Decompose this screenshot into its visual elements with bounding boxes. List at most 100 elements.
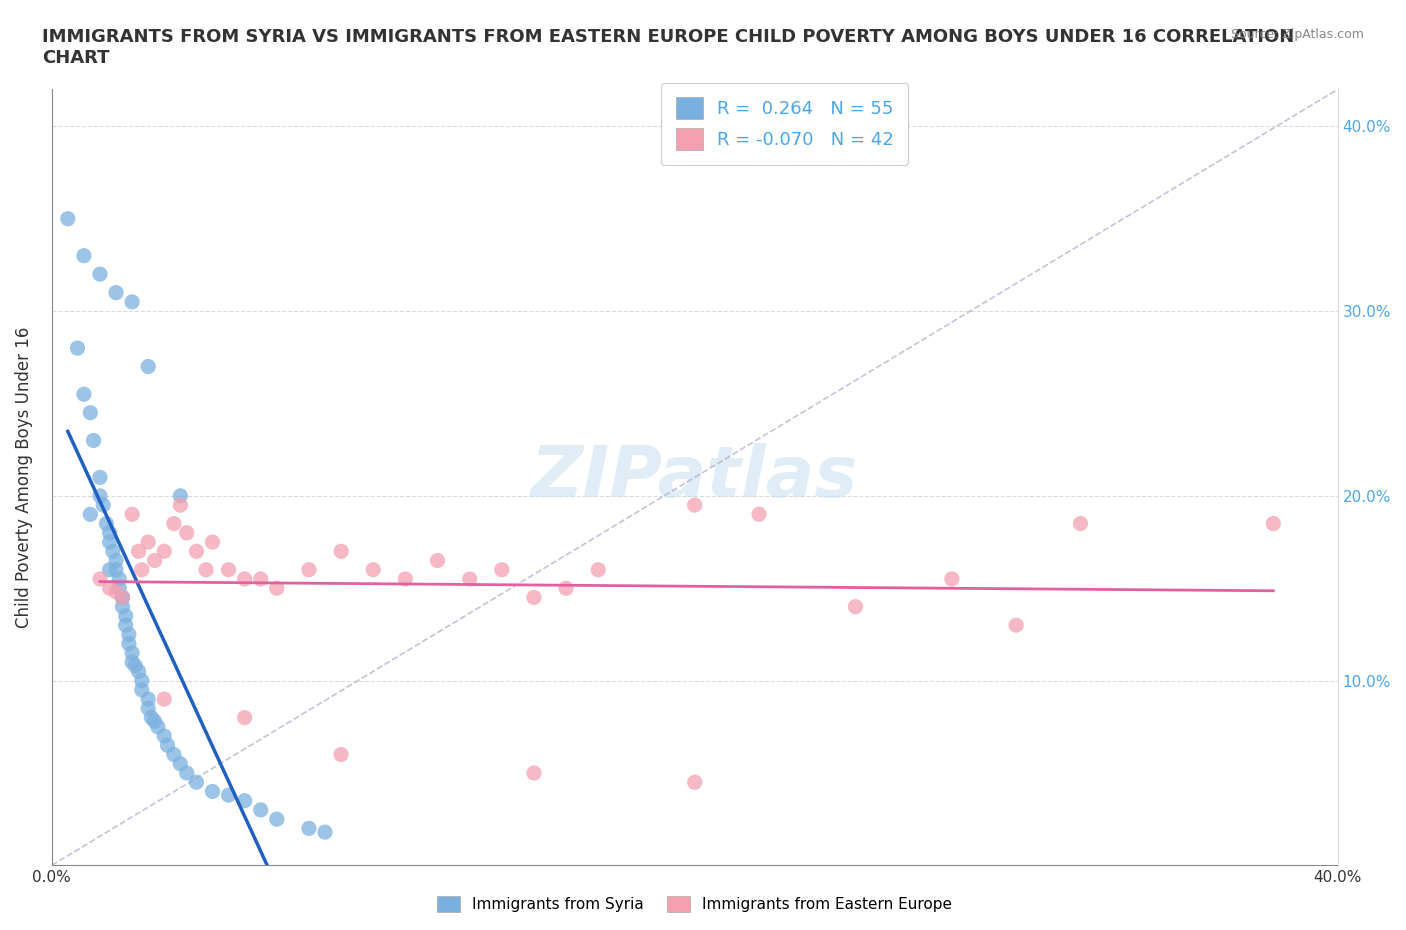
Point <box>128 664 150 679</box>
Point <box>330 747 353 762</box>
Point <box>143 553 166 568</box>
Text: IMMIGRANTS FROM SYRIA VS IMMIGRANTS FROM EASTERN EUROPE CHILD POVERTY AMONG BOYS: IMMIGRANTS FROM SYRIA VS IMMIGRANTS FROM… <box>42 28 1295 67</box>
Point <box>111 590 134 604</box>
Point <box>121 645 143 660</box>
Point <box>98 525 121 540</box>
Point <box>89 267 111 282</box>
Point <box>298 821 321 836</box>
Point <box>1263 516 1285 531</box>
Point <box>330 544 353 559</box>
Point <box>143 714 166 729</box>
Point <box>186 544 208 559</box>
Text: Source: ZipAtlas.com: Source: ZipAtlas.com <box>1230 28 1364 41</box>
Point <box>114 618 136 632</box>
Point <box>136 359 159 374</box>
Point <box>105 553 128 568</box>
Point <box>233 572 256 587</box>
Point <box>79 507 101 522</box>
Point <box>491 563 513 578</box>
Point <box>136 701 159 716</box>
Point <box>169 498 191 512</box>
Point <box>163 747 186 762</box>
Point <box>79 405 101 420</box>
Point <box>748 507 770 522</box>
Point <box>249 803 271 817</box>
Point <box>121 655 143 670</box>
Point <box>131 563 153 578</box>
Point <box>314 825 336 840</box>
Legend: Immigrants from Syria, Immigrants from Eastern Europe: Immigrants from Syria, Immigrants from E… <box>430 888 960 920</box>
Point <box>153 728 176 743</box>
Point <box>169 756 191 771</box>
Point <box>523 590 546 604</box>
Point <box>136 692 159 707</box>
Point <box>105 563 128 578</box>
Point <box>108 581 131 596</box>
Point <box>111 590 134 604</box>
Point <box>233 793 256 808</box>
Point <box>195 563 218 578</box>
Point <box>266 581 288 596</box>
Point <box>105 286 128 300</box>
Point <box>298 563 321 578</box>
Point <box>458 572 481 587</box>
Point <box>96 516 118 531</box>
Point <box>111 590 134 604</box>
Point <box>98 563 121 578</box>
Text: ZIPatlas: ZIPatlas <box>531 443 859 512</box>
Point <box>169 488 191 503</box>
Point <box>141 711 163 725</box>
Point <box>89 488 111 503</box>
Point <box>98 535 121 550</box>
Point <box>153 544 176 559</box>
Point <box>56 211 79 226</box>
Point <box>98 581 121 596</box>
Point <box>124 658 146 673</box>
Point <box>118 636 141 651</box>
Point <box>201 784 224 799</box>
Point <box>1005 618 1028 632</box>
Point <box>266 812 288 827</box>
Point <box>108 572 131 587</box>
Point <box>586 563 609 578</box>
Point <box>131 683 153 698</box>
Point <box>176 525 198 540</box>
Point <box>156 737 179 752</box>
Point <box>523 765 546 780</box>
Point <box>201 535 224 550</box>
Point <box>146 719 169 734</box>
Point <box>683 498 706 512</box>
Point <box>128 544 150 559</box>
Point <box>111 599 134 614</box>
Y-axis label: Child Poverty Among Boys Under 16: Child Poverty Among Boys Under 16 <box>15 326 32 628</box>
Point <box>218 563 240 578</box>
Point <box>163 516 186 531</box>
Point <box>114 608 136 623</box>
Point <box>426 553 449 568</box>
Point <box>249 572 271 587</box>
Point <box>73 387 96 402</box>
Point <box>101 544 124 559</box>
Point <box>186 775 208 790</box>
Point <box>131 673 153 688</box>
Point <box>153 692 176 707</box>
Point <box>73 248 96 263</box>
Point <box>218 788 240 803</box>
Point <box>176 765 198 780</box>
Point <box>83 433 105 448</box>
Point <box>844 599 866 614</box>
Point <box>941 572 963 587</box>
Point <box>105 584 128 599</box>
Point <box>121 507 143 522</box>
Point <box>121 295 143 310</box>
Point <box>394 572 416 587</box>
Point <box>89 572 111 587</box>
Point <box>233 711 256 725</box>
Point <box>361 563 384 578</box>
Point <box>89 470 111 485</box>
Point <box>136 535 159 550</box>
Point <box>118 627 141 642</box>
Point <box>1069 516 1091 531</box>
Point <box>683 775 706 790</box>
Point <box>91 498 114 512</box>
